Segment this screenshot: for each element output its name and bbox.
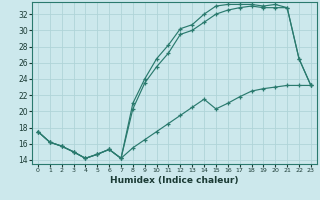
X-axis label: Humidex (Indice chaleur): Humidex (Indice chaleur) bbox=[110, 176, 239, 185]
